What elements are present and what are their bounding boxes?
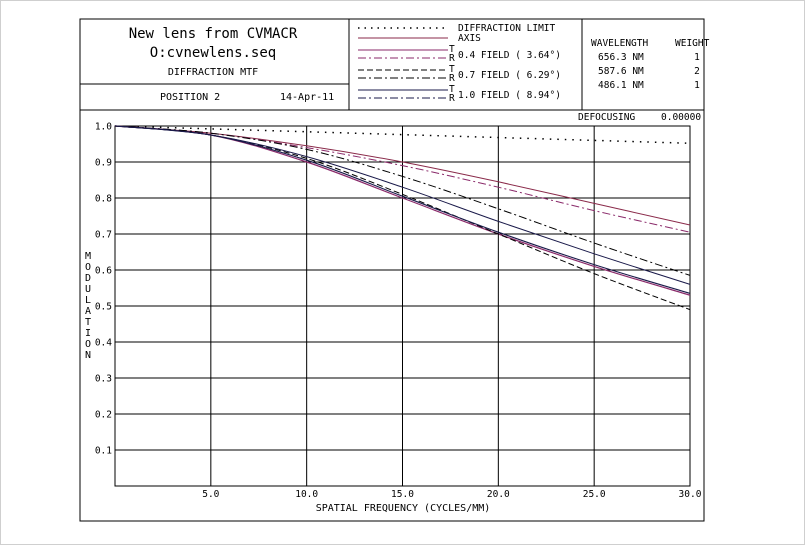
legend-label-axis: AXIS (458, 33, 481, 44)
weight-row-2: 2 (694, 66, 700, 77)
y-axis-label-char: U (85, 284, 91, 295)
weight-row-3: 1 (694, 80, 700, 91)
legend-label-f07: 0.7 FIELD ( 6.29°) (458, 70, 561, 81)
x-tick-label: 15.0 (391, 489, 414, 500)
y-tick-label: 0.1 (95, 446, 112, 457)
position-label: POSITION 2 (160, 92, 220, 103)
legend-t-marker-f10: T (449, 84, 455, 95)
wavelength-row-3: 486.1 NM (598, 80, 644, 91)
y-tick-label: 0.9 (95, 158, 112, 169)
y-tick-label: 0.5 (95, 302, 112, 313)
legend-r-marker-f07: R (449, 73, 455, 84)
x-tick-label: 25.0 (583, 489, 606, 500)
x-axis-label: SPATIAL FREQUENCY (CYCLES/MM) (316, 503, 491, 514)
plot-grid (114, 125, 691, 487)
y-axis-label-char: N (85, 350, 91, 361)
y-tick-label: 0.4 (95, 338, 112, 349)
y-tick-label: 0.6 (95, 266, 112, 277)
legend-label-diffraction: DIFFRACTION LIMIT (458, 23, 556, 34)
wavelength-table: WAVELENGTH WEIGHT 656.3 NM 1 587.6 NM 2 … (591, 38, 710, 91)
y-tick-label: 0.8 (95, 194, 112, 205)
legend-r-marker-f10: R (449, 93, 455, 104)
plot-series (114, 125, 691, 311)
y-tick-label: 1.0 (95, 122, 112, 133)
y-tick-label: 0.2 (95, 410, 112, 421)
title-line-2: O:cvnewlens.seq (150, 45, 276, 61)
subtitle: DIFFRACTION MTF (168, 67, 258, 78)
plot-ticks: 5.0 10.0 15.0 20.0 25.0 30.0 0.1 0.2 0.3 0.4 0.5 0.… (95, 122, 702, 501)
y-axis-label-char: T (85, 317, 91, 328)
series-line-f07-t (114, 125, 691, 311)
x-tick-label: 10.0 (295, 489, 318, 500)
header-panel (79, 18, 705, 522)
y-axis-label-char: D (85, 273, 91, 284)
legend-t-marker-f07: T (449, 64, 455, 75)
x-tick-label: 5.0 (202, 489, 219, 500)
date-label: 14-Apr-11 (280, 92, 334, 103)
defocusing-label: DEFOCUSING (578, 112, 635, 123)
weight-header: WEIGHT (675, 38, 710, 49)
series-line-f10-r (114, 125, 691, 285)
y-axis-label-char: M (85, 251, 91, 262)
y-axis-label-char: L (85, 295, 91, 306)
legend-t-marker-f04: T (449, 44, 455, 55)
wavelength-row-2: 587.6 NM (598, 66, 644, 77)
wavelength-header: WAVELENGTH (591, 38, 648, 49)
series-line-f07-r (114, 125, 691, 276)
legend-label-f04: 0.4 FIELD ( 3.64°) (458, 50, 561, 61)
y-tick-label: 0.3 (95, 374, 112, 385)
legend-label-f10: 1.0 FIELD ( 8.94°) (458, 90, 561, 101)
y-axis-label-char: A (85, 306, 91, 317)
wavelength-row-1: 656.3 NM (598, 52, 644, 63)
y-axis-label-char: O (85, 339, 91, 350)
y-axis-label-char: I (85, 328, 91, 339)
legend-r-marker-f04: R (449, 53, 455, 64)
weight-row-1: 1 (694, 52, 700, 63)
y-axis-label-char: O (85, 262, 91, 273)
x-tick-label: 20.0 (487, 489, 510, 500)
y-tick-label: 0.7 (95, 230, 112, 241)
defocusing-value: 0.00000 (661, 112, 701, 123)
title-line-1: New lens from CVMACR (129, 26, 298, 42)
x-tick-label: 30.0 (679, 489, 702, 500)
legend: DIFFRACTION LIMIT AXIS T R 0.4 FIELD ( 3… (358, 23, 561, 104)
